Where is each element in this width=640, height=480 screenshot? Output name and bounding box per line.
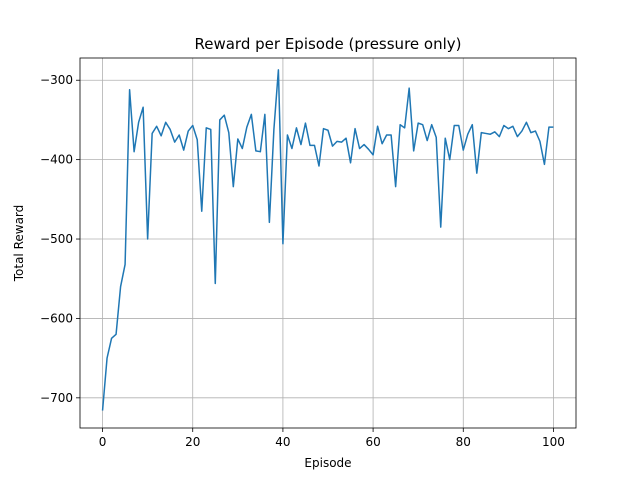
- y-tick-label: −700: [40, 391, 73, 405]
- plot-area-frame: [79, 57, 577, 429]
- x-axis-label: Episode: [304, 456, 351, 470]
- y-tick-label: −500: [40, 232, 73, 246]
- y-tick-label: −400: [40, 153, 73, 167]
- y-tick-label: −300: [40, 73, 73, 87]
- x-tick-label: 0: [99, 435, 107, 449]
- series-line: [101, 69, 554, 411]
- x-tick-label: 100: [542, 435, 565, 449]
- x-tick-label: 40: [275, 435, 290, 449]
- grid: [80, 58, 576, 428]
- y-axis-label: Total Reward: [12, 205, 26, 283]
- x-tick-label: 80: [456, 435, 471, 449]
- ticks: 0 20 40 60 80 100 −700 −600 −500 −400 −300: [40, 73, 565, 449]
- x-tick-label: 60: [365, 435, 380, 449]
- chart-title: Reward per Episode (pressure only): [195, 35, 462, 53]
- x-tick-label: 20: [185, 435, 200, 449]
- y-tick-label: −600: [40, 311, 73, 325]
